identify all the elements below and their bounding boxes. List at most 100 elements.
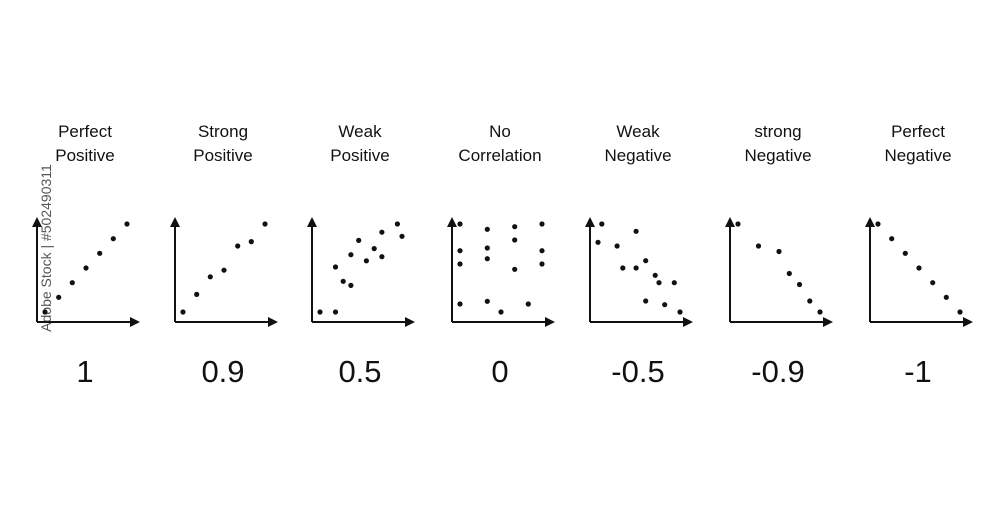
correlation-panel: Strong Positive 0.9 <box>153 0 293 506</box>
correlation-coefficient: -1 <box>904 354 932 389</box>
correlation-panel: Weak Positive 0.5 <box>290 0 430 506</box>
panel-title-line: Positive <box>55 146 115 165</box>
panel-title-line: Positive <box>330 146 390 165</box>
scatter-plot <box>32 217 140 327</box>
data-point <box>457 261 463 267</box>
data-point <box>943 294 949 300</box>
data-point <box>317 309 323 315</box>
correlation-coefficient: 0.9 <box>201 354 245 389</box>
data-point <box>484 298 490 304</box>
data-point <box>656 280 662 286</box>
data-point <box>180 309 186 315</box>
data-point <box>539 248 545 254</box>
correlation-panel: No Correlation 0 <box>430 0 570 506</box>
data-point <box>332 309 339 315</box>
x-axis-arrowhead <box>405 317 415 327</box>
data-point <box>539 261 545 267</box>
panel-title: No Correlation <box>430 120 570 168</box>
data-point <box>194 291 200 297</box>
data-point <box>889 236 895 242</box>
data-point <box>248 239 254 245</box>
data-point <box>42 309 48 315</box>
y-axis-arrowhead <box>170 217 180 227</box>
data-point <box>817 309 823 315</box>
data-point <box>643 298 649 304</box>
data-point <box>677 309 683 315</box>
panel-title-line: Negative <box>884 146 952 165</box>
data-point <box>457 248 463 254</box>
correlation-panel: Perfect Negative -1 <box>848 0 988 506</box>
data-point <box>643 258 649 264</box>
data-point <box>235 243 241 249</box>
data-point <box>512 224 518 230</box>
data-point <box>124 221 130 227</box>
panel-title: strong Negative <box>708 120 848 168</box>
y-axis-arrowhead <box>725 217 735 227</box>
panel-title-line: Perfect <box>58 122 112 141</box>
panel-title: Weak Negative <box>568 120 708 168</box>
data-point <box>755 243 762 249</box>
data-point <box>807 298 813 304</box>
data-point <box>902 250 908 256</box>
scatter-plot <box>307 217 415 327</box>
data-point <box>221 267 227 273</box>
data-point <box>776 248 782 255</box>
data-point <box>356 237 362 243</box>
data-point <box>916 265 922 271</box>
data-point <box>69 280 75 286</box>
y-axis-arrowhead <box>585 217 595 227</box>
data-point <box>457 301 463 307</box>
x-axis-arrowhead <box>268 317 278 327</box>
data-point <box>512 266 518 272</box>
panel-title-line: Negative <box>604 146 672 165</box>
data-point <box>652 272 658 278</box>
data-point <box>620 265 626 271</box>
correlation-coefficient: 1 <box>76 354 94 389</box>
correlation-coefficient: 0.5 <box>338 354 382 389</box>
data-point <box>97 250 103 256</box>
panel-title-line: strong <box>754 122 802 141</box>
panel-title: Perfect Negative <box>848 120 988 168</box>
data-point <box>599 221 605 227</box>
data-point <box>340 278 346 284</box>
data-point <box>735 221 741 227</box>
panel-title-line: Negative <box>744 146 812 165</box>
x-axis-arrowhead <box>545 317 555 327</box>
data-point <box>83 265 89 271</box>
panel-title: Perfect Positive <box>15 120 155 168</box>
scatter-plot <box>447 217 555 327</box>
data-point <box>595 239 601 245</box>
scatter-plot <box>865 217 973 327</box>
data-point <box>484 256 490 262</box>
x-axis-arrowhead <box>823 317 833 327</box>
y-axis-arrowhead <box>307 217 317 227</box>
data-point <box>539 221 545 227</box>
data-point <box>399 233 405 239</box>
x-axis-arrowhead <box>130 317 140 327</box>
scatter-plot <box>585 217 693 327</box>
data-point <box>110 236 116 242</box>
x-axis-arrowhead <box>683 317 693 327</box>
panel-title-line: Positive <box>193 146 253 165</box>
y-axis-arrowhead <box>447 217 457 227</box>
data-point <box>796 281 803 288</box>
data-point <box>484 245 490 251</box>
data-point <box>348 282 354 288</box>
correlation-coefficient: -0.5 <box>611 354 665 389</box>
data-point <box>786 270 792 277</box>
panel-title-line: Correlation <box>458 146 542 165</box>
x-axis-arrowhead <box>963 317 973 327</box>
panel-title-line: No <box>489 122 511 141</box>
panel-title: Strong Positive <box>153 120 293 168</box>
data-point <box>363 258 369 264</box>
data-point <box>457 221 463 227</box>
data-point <box>498 309 504 315</box>
y-axis-arrowhead <box>865 217 875 227</box>
data-point <box>671 280 677 286</box>
data-point <box>633 265 639 271</box>
panel-title-line: Strong <box>197 122 249 141</box>
y-axis-arrowhead <box>32 217 42 227</box>
data-point <box>662 302 668 308</box>
scatter-plot <box>170 217 278 327</box>
panel-title-line: Weak <box>616 122 660 141</box>
